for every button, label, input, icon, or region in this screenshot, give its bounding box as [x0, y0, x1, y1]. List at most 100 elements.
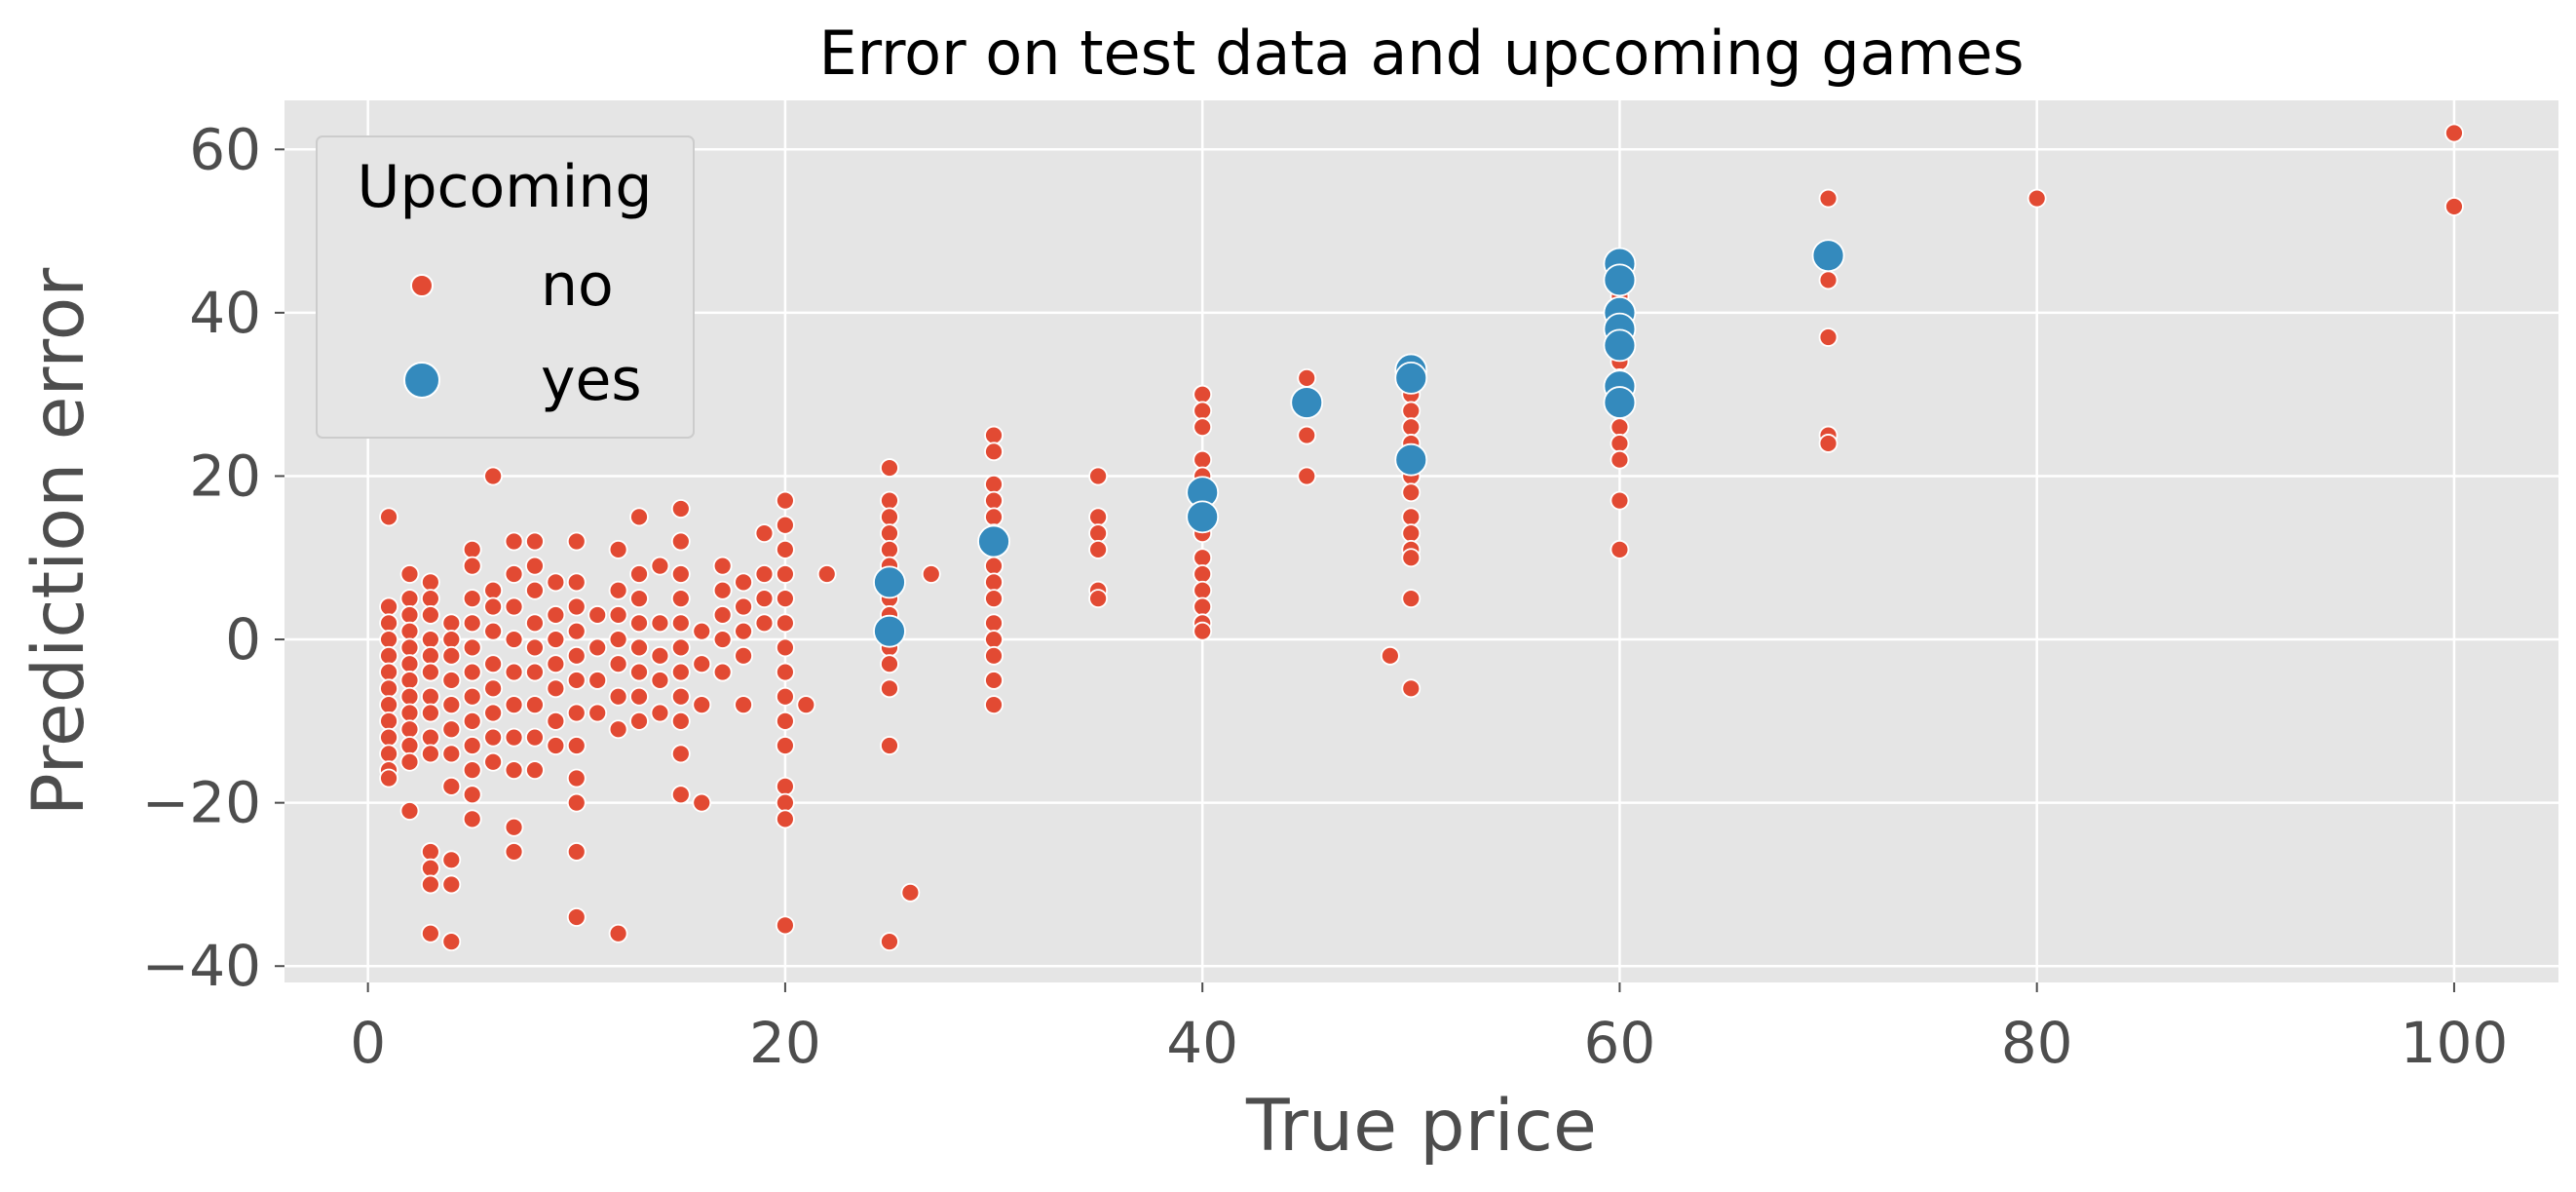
- data-point-no: [984, 589, 1004, 609]
- data-point-no: [1401, 523, 1421, 544]
- data-point-no: [399, 671, 420, 690]
- data-point-no: [650, 645, 670, 666]
- data-point-no: [900, 882, 921, 903]
- data-point-no: [608, 630, 628, 649]
- data-point-no: [670, 564, 691, 584]
- data-point-no: [587, 703, 608, 723]
- data-point-no: [379, 768, 398, 788]
- data-point-no: [880, 507, 899, 527]
- data-point-no: [379, 507, 398, 527]
- x-tick-label: 0: [350, 1010, 386, 1076]
- data-point-no: [441, 671, 462, 690]
- data-point-no: [566, 645, 587, 666]
- data-point-no: [504, 817, 524, 837]
- data-point-no: [546, 678, 566, 699]
- data-point-no: [796, 695, 816, 714]
- data-point-no: [420, 662, 440, 682]
- data-point-no: [776, 589, 795, 609]
- data-point-no: [379, 727, 398, 748]
- data-point-no: [754, 589, 775, 609]
- data-point-no: [566, 736, 587, 755]
- data-point-no: [712, 662, 733, 682]
- data-point-no: [483, 703, 504, 723]
- data-point-no: [670, 589, 691, 609]
- data-point-no: [462, 539, 482, 559]
- data-point-no: [670, 744, 691, 764]
- data-point-no: [670, 531, 691, 552]
- data-point-no: [483, 580, 504, 600]
- data-point-no: [880, 458, 899, 478]
- data-point-no: [566, 842, 587, 862]
- data-point-no: [776, 539, 795, 559]
- data-point-no: [441, 645, 462, 666]
- data-point-no: [504, 662, 524, 682]
- y-tick-label: −40: [142, 933, 261, 999]
- data-point-no: [754, 523, 775, 544]
- data-point-no: [629, 564, 649, 584]
- data-point-no: [420, 744, 440, 764]
- data-point-no: [525, 613, 545, 634]
- data-point-no: [462, 686, 482, 707]
- data-point-no: [880, 523, 899, 544]
- data-point-no: [712, 605, 733, 625]
- data-point-no: [1818, 434, 1838, 453]
- x-axis-label: True price: [1245, 1085, 1597, 1168]
- data-point-no: [608, 719, 628, 740]
- data-point-no: [399, 637, 420, 658]
- data-point-no: [420, 923, 440, 943]
- data-point-no: [546, 654, 566, 674]
- data-point-no: [1193, 548, 1213, 568]
- data-point-no: [692, 792, 712, 813]
- data-point-no: [670, 613, 691, 634]
- data-point-no: [984, 556, 1004, 576]
- data-point-no: [441, 630, 462, 649]
- data-point-no: [776, 809, 795, 829]
- data-point-no: [1193, 401, 1213, 421]
- data-point-no: [441, 695, 462, 714]
- data-point-no: [1401, 401, 1421, 421]
- data-point-no: [546, 605, 566, 625]
- data-point-no: [379, 744, 398, 764]
- data-point-no: [984, 442, 1004, 462]
- data-point-no: [670, 711, 691, 731]
- data-point-no: [399, 589, 420, 609]
- data-point-no: [399, 654, 420, 674]
- data-point-no: [566, 907, 587, 927]
- data-point-no: [650, 613, 670, 634]
- data-point-no: [816, 564, 837, 584]
- data-point-no: [462, 760, 482, 781]
- series-yes-points: [873, 239, 1845, 648]
- data-point-no: [566, 792, 587, 813]
- data-point-no: [984, 630, 1004, 649]
- data-point-no: [525, 637, 545, 658]
- data-point-no: [566, 572, 587, 593]
- data-point-no: [880, 736, 899, 755]
- data-point-no: [566, 531, 587, 552]
- x-tick-label: 80: [2001, 1010, 2073, 1076]
- data-point-no: [608, 539, 628, 559]
- data-point-no: [650, 703, 670, 723]
- data-point-no: [2027, 188, 2047, 209]
- data-point-no: [608, 580, 628, 600]
- data-point-no: [1297, 466, 1317, 486]
- data-point-no: [462, 809, 482, 829]
- data-point-no: [420, 605, 440, 625]
- data-point-no: [525, 695, 545, 714]
- data-point-no: [776, 564, 795, 584]
- data-point-no: [984, 613, 1004, 634]
- data-point-no: [1193, 449, 1213, 470]
- data-point-no: [984, 671, 1004, 690]
- data-point-no: [880, 490, 899, 511]
- data-point-no: [734, 596, 753, 617]
- data-point-no: [984, 695, 1004, 714]
- data-point-no: [650, 556, 670, 576]
- data-point-no: [880, 654, 899, 674]
- data-point-no: [984, 572, 1004, 593]
- data-point-no: [1088, 539, 1109, 559]
- data-point-no: [587, 637, 608, 658]
- data-point-no: [504, 630, 524, 649]
- data-point-no: [1193, 417, 1213, 438]
- data-point-no: [462, 662, 482, 682]
- data-point-no: [441, 719, 462, 740]
- data-point-no: [379, 630, 398, 649]
